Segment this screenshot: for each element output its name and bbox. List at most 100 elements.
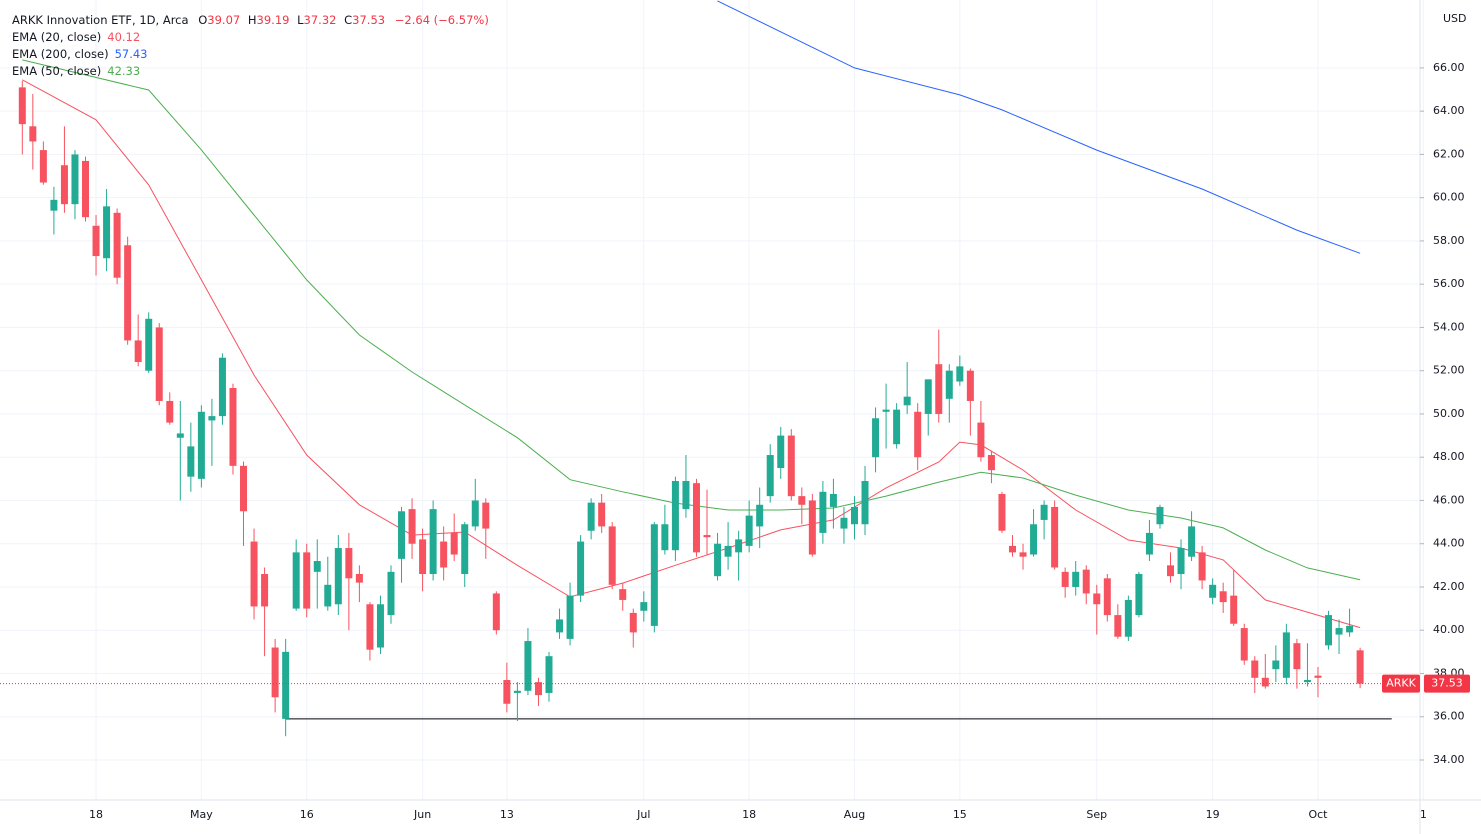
x-tick-label: May xyxy=(190,808,213,821)
y-tick-label: 40.00 xyxy=(1433,623,1465,636)
candle-body xyxy=(334,548,342,605)
candle-body xyxy=(671,480,679,551)
candle-body xyxy=(408,509,416,544)
ema-line xyxy=(22,59,1361,581)
candle-body xyxy=(935,364,943,414)
candle-body xyxy=(166,400,174,423)
candle-body xyxy=(1188,526,1196,557)
candle-body xyxy=(777,435,785,469)
candle-body xyxy=(1251,660,1259,678)
candle-body xyxy=(1124,599,1132,637)
x-tick-label: 19 xyxy=(1206,808,1220,821)
candle-body xyxy=(640,602,648,611)
price-tag xyxy=(1424,674,1470,693)
y-tick-label: 44.00 xyxy=(1433,537,1465,550)
legend-entry: EMA (200, close) 57.43 xyxy=(12,47,148,61)
grid xyxy=(0,0,1424,800)
candle-body xyxy=(1072,571,1080,587)
candle-body xyxy=(292,552,300,609)
candle-body xyxy=(787,435,795,497)
candle-body xyxy=(1303,679,1311,683)
candle-body xyxy=(534,682,542,696)
candle-body xyxy=(92,225,100,257)
candle-body xyxy=(735,539,743,553)
candle-body xyxy=(850,506,858,525)
candle-body xyxy=(587,502,595,531)
candle-body xyxy=(261,573,269,607)
ema-line xyxy=(717,0,1361,254)
candle-body xyxy=(1051,506,1059,568)
candle-body xyxy=(1240,628,1248,661)
candle-body xyxy=(103,206,111,259)
candle-body xyxy=(1103,578,1111,616)
candle-body xyxy=(1209,584,1217,598)
candle-body xyxy=(492,593,500,631)
x-tick-label: Aug xyxy=(844,808,865,821)
ohlc-value: 37.32 xyxy=(304,13,337,27)
y-tick-label: 42.00 xyxy=(1433,580,1465,593)
candle-body xyxy=(313,561,321,572)
candle-body xyxy=(366,604,374,650)
legend-entry: EMA (50, close) 42.33 xyxy=(12,64,140,78)
candle-body xyxy=(1040,504,1048,520)
candle-body xyxy=(703,535,711,538)
candle-body xyxy=(1135,573,1143,616)
y-tick-label: 36.00 xyxy=(1433,710,1465,723)
candle-body xyxy=(282,651,290,719)
candle-body xyxy=(808,500,816,555)
candle-body xyxy=(461,524,469,574)
candle-body xyxy=(1156,506,1164,525)
candle-body xyxy=(82,160,90,218)
candle-body xyxy=(113,212,121,278)
candle-body xyxy=(724,545,732,557)
header: ARKK Innovation ETF, 1D, Arca O39.07 H39… xyxy=(12,13,489,27)
candle-body xyxy=(250,541,258,607)
legend-value: 42.33 xyxy=(107,64,140,78)
ohlc-label: C xyxy=(344,13,352,27)
candle-body xyxy=(924,379,932,414)
candle-body xyxy=(155,327,163,401)
y-tick-label: 46.00 xyxy=(1433,493,1465,506)
candle-body xyxy=(1293,643,1301,670)
legend-name: EMA (20, close) xyxy=(12,30,101,44)
candle-body xyxy=(197,411,205,479)
candle-body xyxy=(134,340,142,363)
candle-body xyxy=(882,409,890,412)
candle-body xyxy=(524,641,532,691)
candle-body xyxy=(872,418,880,458)
candle-body xyxy=(450,532,458,555)
candle-body xyxy=(829,493,837,507)
symbol-tag-label: ARKK xyxy=(1386,677,1416,690)
candle-body xyxy=(1198,552,1206,581)
candle-body xyxy=(1019,552,1027,557)
legend-value: 40.12 xyxy=(107,30,140,44)
candle-body xyxy=(18,87,26,125)
x-tick-label: Jul xyxy=(636,808,650,821)
candle-body xyxy=(1261,677,1269,687)
candle-body xyxy=(419,539,427,574)
candle-body xyxy=(914,411,922,458)
candle-body xyxy=(745,515,753,546)
y-tick-label: 34.00 xyxy=(1433,753,1465,766)
candle-body xyxy=(1314,675,1322,678)
candle-body xyxy=(566,595,574,639)
x-tick-label: 15 xyxy=(953,808,967,821)
candle-body xyxy=(629,612,637,633)
y-tick-label: 64.00 xyxy=(1433,104,1465,117)
title: ARKK Innovation ETF, 1D, Arca xyxy=(12,13,189,27)
x-tick-label: Jun xyxy=(413,808,431,821)
candle-body xyxy=(503,679,511,704)
candle-body xyxy=(1082,569,1090,594)
candle-body xyxy=(1346,625,1354,633)
candle-body xyxy=(240,465,248,512)
candle-body xyxy=(966,370,974,401)
y-tick-label: 62.00 xyxy=(1433,147,1465,160)
y-tick-label: 66.00 xyxy=(1433,61,1465,74)
ohlc-label: L xyxy=(297,13,304,27)
candle-body xyxy=(60,165,68,205)
candle-body xyxy=(1282,632,1290,678)
candle-body xyxy=(271,647,279,698)
symbol-tag xyxy=(1382,674,1420,693)
candle-body xyxy=(1230,595,1238,624)
